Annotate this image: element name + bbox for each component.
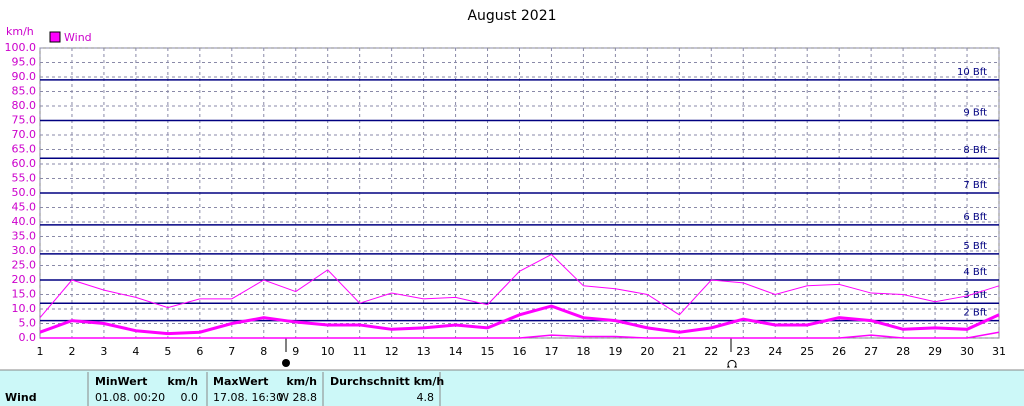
x-tick-label: 28 — [896, 345, 910, 358]
bft-label: 3 Bft — [963, 290, 987, 301]
cell: 17.08. 16:30 — [213, 391, 283, 404]
y-tick-label: 55.0 — [12, 172, 37, 185]
x-tick-label: 20 — [640, 345, 654, 358]
y-tick-label: 75.0 — [12, 114, 37, 127]
y-tick-label: 70.0 — [12, 128, 37, 141]
bft-label: 6 Bft — [963, 212, 987, 223]
y-tick-label: 80.0 — [12, 99, 37, 112]
x-tick-label: 3 — [100, 345, 107, 358]
header: MinWert — [95, 375, 147, 388]
y-tick-label: 25.0 — [12, 259, 37, 272]
x-tick-label: 6 — [196, 345, 203, 358]
x-tick-label: 27 — [864, 345, 878, 358]
y-tick-label: 35.0 — [12, 230, 37, 243]
row-label: Wind — [5, 391, 37, 404]
y-tick-label: 30.0 — [12, 244, 37, 257]
x-tick-label: 16 — [513, 345, 527, 358]
x-tick-label: 15 — [481, 345, 495, 358]
x-tick-label: 4 — [132, 345, 139, 358]
bft-label: 8 Bft — [963, 145, 987, 156]
x-tick-label: 12 — [385, 345, 399, 358]
x-tick-label: 10 — [321, 345, 335, 358]
bft-label: 10 Bft — [957, 67, 987, 78]
bft-label: 5 Bft — [963, 241, 987, 252]
x-tick-label: 1 — [37, 345, 44, 358]
x-tick-label: 9 — [292, 345, 299, 358]
x-tick-label: 8 — [260, 345, 267, 358]
y-tick-label: 85.0 — [12, 85, 37, 98]
line-min — [40, 331, 1000, 339]
x-tick-label: 23 — [736, 345, 750, 358]
y-tick-label: 65.0 — [12, 143, 37, 156]
cell: 01.08. 00:20 — [95, 391, 165, 404]
y-tick-label: 40.0 — [12, 215, 37, 228]
line-max — [39, 253, 1000, 319]
x-tick-label: 19 — [608, 345, 622, 358]
x-tick-label: 30 — [960, 345, 974, 358]
moon-new — [727, 359, 737, 368]
header: km/h — [167, 375, 198, 388]
x-tick-label: 17 — [544, 345, 558, 358]
bft-label: 4 Bft — [963, 267, 987, 278]
bft-label: 7 Bft — [963, 180, 987, 191]
x-tick-label: 21 — [672, 345, 686, 358]
line-values — [39, 304, 1000, 336]
x-tick-label: 18 — [576, 345, 590, 358]
y-tick-label: 10.0 — [12, 302, 37, 315]
x-tick-label: 22 — [704, 345, 718, 358]
x-tick-label: 14 — [449, 345, 463, 358]
header: MaxWert — [213, 375, 268, 388]
y-tick-label: 5.0 — [19, 317, 37, 330]
x-tick-label: 13 — [417, 345, 431, 358]
legend-label: Wind — [64, 31, 92, 44]
x-tick-label: 11 — [353, 345, 367, 358]
y-tick-label: 0.0 — [19, 331, 37, 344]
x-tick-label: 24 — [768, 345, 782, 358]
y-tick-label: 95.0 — [12, 56, 37, 69]
cell: W 28.8 — [278, 391, 317, 404]
y-tick-label: 15.0 — [12, 288, 37, 301]
bft-label: 2 Bft — [963, 308, 987, 319]
moon-full — [282, 359, 290, 367]
cell: 0.0 — [181, 391, 199, 404]
header: Durchschnitt km/h — [330, 375, 444, 388]
header: km/h — [286, 375, 317, 388]
cell: 4.8 — [417, 391, 435, 404]
y-axis-label: km/h — [6, 25, 34, 38]
chart-title: August 2021 — [467, 8, 556, 24]
x-tick-label: 26 — [832, 345, 846, 358]
y-tick-label: 20.0 — [12, 273, 37, 286]
y-tick-label: 90.0 — [12, 70, 37, 83]
x-tick-label: 31 — [992, 345, 1006, 358]
y-tick-label: 100.0 — [5, 41, 37, 54]
x-tick-label: 5 — [164, 345, 171, 358]
legend-swatch — [49, 31, 61, 43]
bft-label: 9 Bft — [963, 108, 987, 119]
summary-bg — [0, 370, 1024, 406]
x-tick-label: 29 — [928, 345, 942, 358]
y-tick-label: 60.0 — [12, 157, 37, 170]
x-tick-label: 25 — [800, 345, 814, 358]
y-tick-label: 50.0 — [12, 186, 37, 199]
x-tick-label: 2 — [68, 345, 75, 358]
y-tick-label: 45.0 — [12, 201, 37, 214]
x-tick-label: 7 — [228, 345, 235, 358]
